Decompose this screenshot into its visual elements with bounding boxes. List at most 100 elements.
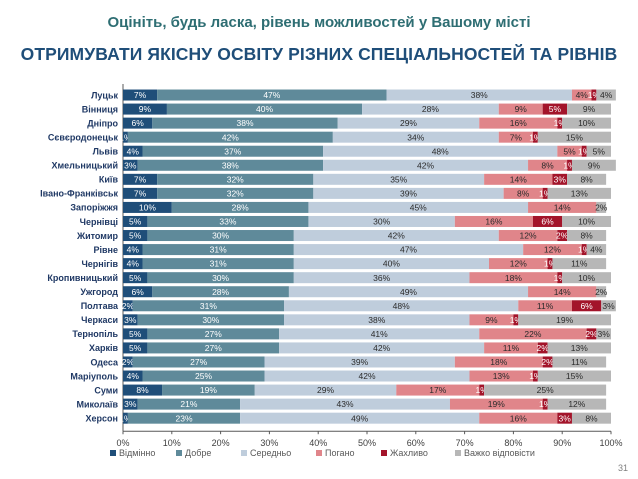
data-label: 39% — [400, 188, 417, 198]
bar-segment — [528, 159, 568, 171]
data-label: 47% — [400, 245, 417, 255]
bar-segment — [586, 244, 607, 256]
bar-segment — [528, 201, 597, 213]
data-label: 11% — [571, 357, 588, 367]
bar-segment — [537, 342, 548, 354]
bar-segment — [469, 272, 558, 284]
data-label: 28% — [212, 287, 229, 297]
bar-segment — [596, 201, 607, 213]
bar-segment — [596, 328, 611, 340]
category-label: Чернігів — [81, 259, 118, 269]
bar-segment — [596, 89, 616, 101]
bar-segment — [542, 356, 553, 368]
data-label: 1% — [476, 385, 489, 395]
data-label: 29% — [400, 118, 417, 128]
data-label: 9% — [485, 315, 498, 325]
bar-segment — [308, 201, 529, 213]
bar-segment — [142, 370, 265, 382]
bar-segment — [479, 412, 558, 424]
bar-segment — [313, 173, 485, 185]
bar-segment — [484, 384, 607, 396]
data-label: 4% — [600, 90, 613, 100]
category-label: Рівне — [94, 245, 118, 255]
bar-segment — [284, 314, 470, 326]
data-label: 25% — [195, 371, 212, 381]
bar-segment — [503, 187, 543, 199]
bar-segment — [567, 173, 607, 185]
category-label: Львів — [93, 147, 119, 157]
data-label: 6% — [541, 217, 554, 227]
bar-segment — [562, 117, 611, 129]
data-label: 4% — [590, 245, 603, 255]
data-label: 27% — [205, 343, 222, 353]
data-label: 4% — [127, 245, 140, 255]
data-label: 1% — [554, 118, 567, 128]
bar-segment — [240, 412, 480, 424]
bar-segment — [123, 314, 138, 326]
bar-segment — [547, 342, 611, 354]
data-label: 38% — [471, 90, 488, 100]
legend-label: Добре — [185, 448, 212, 458]
bar-segment — [542, 187, 548, 199]
bar-segment — [123, 356, 133, 368]
data-label: 5% — [129, 329, 142, 339]
data-label: 5% — [129, 343, 142, 353]
data-label: 2% — [122, 357, 135, 367]
bar-segment — [542, 398, 548, 410]
category-label: Хмельницький — [51, 161, 118, 171]
data-label: 10% — [578, 118, 595, 128]
x-tick-label: 40% — [309, 438, 327, 448]
data-label: 4% — [576, 90, 589, 100]
bar-segment — [362, 103, 499, 115]
data-label: 49% — [351, 413, 368, 423]
data-label: 1% — [119, 413, 132, 423]
data-label: 1% — [554, 273, 567, 283]
bar-segment — [142, 145, 324, 157]
bar-segment — [132, 300, 285, 312]
data-label: 19% — [556, 315, 573, 325]
bar-segment — [396, 384, 480, 396]
data-label: 2% — [556, 231, 569, 241]
bar-segment — [147, 272, 294, 284]
data-label: 5% — [129, 217, 142, 227]
data-label: 7% — [134, 90, 147, 100]
legend-label: Середньо — [250, 448, 292, 458]
data-label: 42% — [222, 132, 239, 142]
data-label: 17% — [429, 385, 446, 395]
bar-segment — [479, 384, 485, 396]
x-tick-label: 100% — [599, 438, 622, 448]
bar-segment — [293, 244, 524, 256]
bar-segment — [571, 300, 602, 312]
data-label: 16% — [485, 217, 502, 227]
bar-segment — [264, 356, 455, 368]
data-label: 14% — [554, 287, 571, 297]
data-label: 1% — [119, 132, 132, 142]
bar-segment — [123, 286, 153, 298]
category-label: Маріуполь — [70, 371, 118, 381]
data-label: 8% — [517, 188, 530, 198]
bar-segment — [137, 159, 324, 171]
bar-segment — [537, 131, 611, 143]
category-label: Сєвєродонецьк — [48, 132, 119, 142]
data-label: 1% — [563, 160, 576, 170]
legend-swatch — [455, 449, 461, 456]
bar-segment — [591, 89, 597, 101]
bar-segment — [523, 244, 582, 256]
legend-swatch — [176, 449, 182, 456]
category-label: Кропивницький — [47, 273, 118, 283]
bar-segment — [293, 272, 470, 284]
legend-label: Жахливо — [390, 448, 428, 458]
data-label: 40% — [256, 104, 273, 114]
bar-segment — [123, 215, 148, 227]
bar-segment — [567, 230, 607, 242]
bar-segment — [123, 300, 133, 312]
category-label: Миколаїв — [77, 399, 119, 409]
data-label: 13% — [571, 343, 588, 353]
bar-segment — [567, 103, 611, 115]
bar-segment — [547, 187, 611, 199]
bar-segment — [157, 187, 314, 199]
bar-segment — [152, 286, 289, 298]
data-label: 14% — [510, 174, 527, 184]
bar-segment — [586, 328, 597, 340]
legend-item: Середньо — [241, 448, 291, 458]
